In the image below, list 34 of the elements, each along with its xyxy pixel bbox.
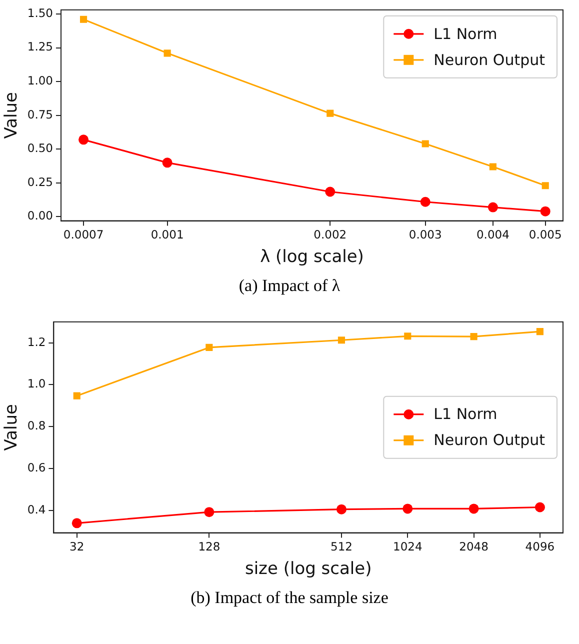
y-axis-title: Value (2, 404, 22, 451)
y-tick-label: 1.25 (27, 40, 54, 54)
x-tick-label: 1024 (393, 540, 422, 554)
x-tick-label: 0.002 (314, 228, 347, 242)
x-tick-label: 0.0007 (63, 228, 104, 242)
text: (a) Impact of λ (238, 276, 342, 296)
legend-label: Neuron Output (434, 431, 546, 450)
legend-label: L1 Norm (434, 405, 498, 424)
x-tick-label: 0.001 (150, 228, 184, 242)
y-tick-label: 1.00 (27, 74, 54, 88)
x-tick-label: 2048 (459, 540, 488, 554)
text: (b) Impact of the sample size (190, 588, 390, 608)
legend-label: L1 Norm (434, 24, 498, 43)
y-tick-label: 0.4 (27, 502, 46, 516)
x-axis-title: size (log scale) (244, 559, 372, 580)
x-tick-label: 0.003 (408, 228, 442, 242)
y-tick-label: 0.50 (27, 141, 54, 156)
y-tick-label: 1.0 (27, 376, 46, 391)
x-axis-title: λ (log scale) (260, 247, 364, 268)
y-tick-label: 0.75 (27, 107, 54, 122)
y-tick-label: 1.2 (27, 334, 46, 349)
y-tick-label: 0.00 (27, 208, 54, 223)
x-tick-label: 512 (330, 540, 352, 554)
y-axis-title: Value (2, 92, 22, 139)
x-tick-label: 32 (70, 540, 84, 554)
legend-label: Neuron Output (434, 50, 546, 69)
x-tick-label: 0.005 (528, 228, 562, 242)
y-tick-label: 1.50 (27, 6, 54, 20)
y-tick-label: 0.8 (27, 418, 46, 433)
x-tick-label: 4096 (525, 540, 555, 554)
x-tick-label: 0.004 (476, 228, 510, 242)
y-tick-label: 0.6 (27, 460, 46, 474)
y-tick-label: 0.25 (27, 174, 54, 189)
x-tick-label: 128 (198, 540, 220, 554)
